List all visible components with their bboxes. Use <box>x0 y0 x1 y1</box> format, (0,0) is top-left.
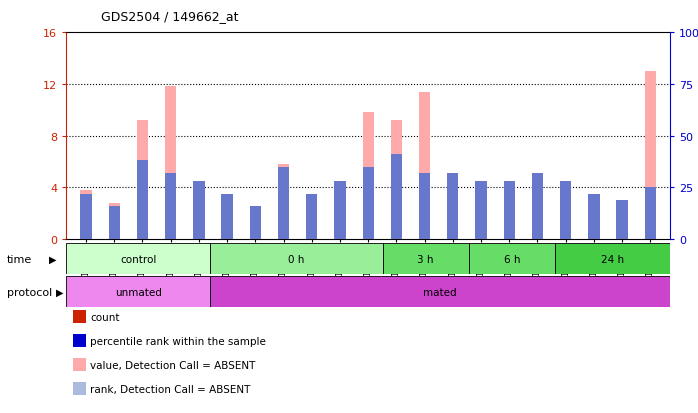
Bar <box>221 211 232 240</box>
Bar <box>504 204 515 240</box>
Bar <box>588 194 600 240</box>
Text: 6 h: 6 h <box>504 254 520 264</box>
Bar <box>210 244 383 275</box>
Text: mated: mated <box>423 287 457 297</box>
Bar <box>475 182 487 240</box>
Bar <box>555 244 670 275</box>
Bar <box>383 244 469 275</box>
Bar <box>165 173 177 240</box>
Bar <box>250 221 261 240</box>
Text: 3 h: 3 h <box>417 254 434 264</box>
Bar <box>278 167 289 240</box>
Bar <box>560 182 572 240</box>
Bar <box>109 204 120 240</box>
Text: percentile rank within the sample: percentile rank within the sample <box>90 336 266 346</box>
Text: ▶: ▶ <box>49 254 57 264</box>
Bar <box>419 173 430 240</box>
Text: time: time <box>7 254 32 264</box>
Text: protocol: protocol <box>7 287 52 297</box>
Bar <box>66 277 210 308</box>
Text: rank, Detection Call = ABSENT: rank, Detection Call = ABSENT <box>90 384 251 394</box>
Bar <box>447 173 459 240</box>
Text: 0 h: 0 h <box>288 254 304 264</box>
Bar <box>210 277 670 308</box>
Bar <box>278 165 289 240</box>
Bar <box>560 185 572 240</box>
Bar <box>616 224 628 240</box>
Bar <box>391 121 402 240</box>
Bar <box>334 196 346 240</box>
Bar <box>447 190 459 240</box>
Bar <box>137 161 148 240</box>
Bar <box>250 206 261 240</box>
Bar <box>80 190 91 240</box>
Bar <box>504 182 515 240</box>
Bar <box>469 244 555 275</box>
Text: value, Detection Call = ABSENT: value, Detection Call = ABSENT <box>90 360 255 370</box>
Bar <box>616 200 628 240</box>
Bar <box>645 188 656 240</box>
Bar <box>193 182 205 240</box>
Bar <box>362 167 374 240</box>
Bar <box>362 113 374 240</box>
Bar <box>391 155 402 240</box>
Bar <box>532 197 543 240</box>
Bar <box>109 206 120 240</box>
Text: 24 h: 24 h <box>601 254 624 264</box>
Bar <box>165 87 177 240</box>
Bar <box>80 194 91 240</box>
Text: count: count <box>90 312 119 322</box>
Text: ▶: ▶ <box>56 287 64 297</box>
Bar <box>532 173 543 240</box>
Text: control: control <box>120 254 156 264</box>
Bar <box>193 189 205 240</box>
Bar <box>645 72 656 240</box>
Bar <box>475 190 487 240</box>
Bar <box>306 204 318 240</box>
Bar <box>66 244 210 275</box>
Bar <box>588 204 600 240</box>
Bar <box>306 194 318 240</box>
Bar <box>221 194 232 240</box>
Text: GDS2504 / 149662_at: GDS2504 / 149662_at <box>101 10 239 23</box>
Bar <box>137 121 148 240</box>
Bar <box>419 93 430 240</box>
Text: unmated: unmated <box>114 287 162 297</box>
Bar <box>334 182 346 240</box>
